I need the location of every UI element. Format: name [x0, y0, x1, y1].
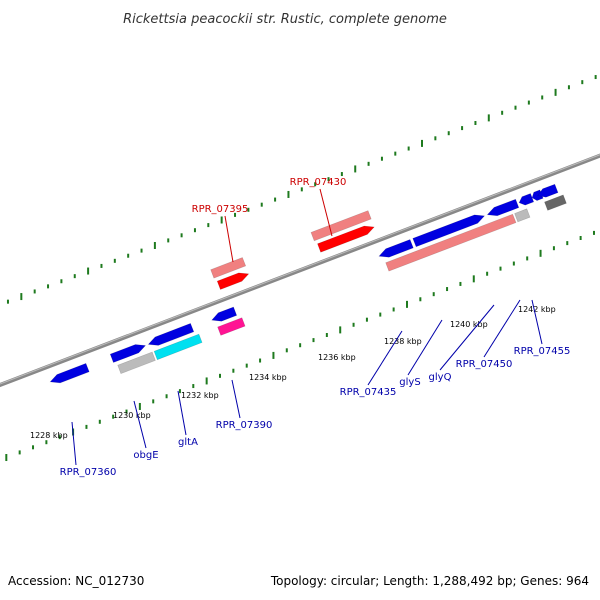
genome-backbone — [0, 153, 600, 388]
tick-label: 1238 kbp — [384, 337, 422, 346]
label-leader-line — [71, 421, 77, 466]
gene-labels: RPR_07395 RPR_07430 RPR_07360 obgE gltA RPR_0… — [60, 177, 571, 478]
label-leader-line — [224, 215, 234, 263]
gene-obge-box — [117, 351, 156, 374]
label-leader-line — [133, 400, 147, 449]
tick-label: 1232 kbp — [181, 391, 219, 400]
gene-glys-arrow — [412, 214, 486, 248]
gene-glys-glyq-box — [385, 213, 517, 272]
backbone-highlight — [0, 154, 600, 385]
gene-label: RPR_07395 — [192, 204, 249, 215]
tick-label: 1242 kbp — [518, 305, 556, 314]
gene-label: glyS — [399, 377, 420, 388]
scale-ticks: 1228 kbp 1230 kbp 1232 kbp 1234 kbp 1236 kbp… — [30, 305, 556, 440]
gene-rpr07455-arrow — [537, 183, 559, 198]
accession-text: Accession: NC_012730 — [8, 574, 144, 588]
gene-rpr07430-rrna-box — [310, 210, 372, 242]
backbone-line — [0, 153, 600, 388]
gene-label: RPR_07430 — [290, 177, 347, 188]
feature-track — [49, 183, 567, 384]
gene-label: RPR_07435 — [340, 387, 397, 398]
gene-label: RPR_07390 — [216, 420, 273, 431]
label-leader-line — [319, 188, 333, 237]
label-leader-line — [483, 299, 521, 358]
dotted-track-outer — [6, 75, 597, 304]
gene-rpr07450-arrow-a — [518, 193, 535, 206]
gene-rpr07395-cds-arrow — [216, 272, 250, 290]
gene-label: RPR_07450 — [456, 359, 513, 370]
tick-label: 1240 kbp — [450, 320, 488, 329]
genome-summary-text: Topology: circular; Length: 1,288,492 bp… — [270, 574, 589, 588]
label-leader-line — [439, 304, 495, 371]
gene-obge-arrow — [109, 344, 147, 363]
gene-rpr07360-arrow — [49, 363, 90, 384]
tick-label: 1234 kbp — [249, 373, 287, 382]
tick-label: 1236 kbp — [318, 353, 356, 362]
label-leader-line — [531, 299, 543, 345]
gene-rpr07395-rrna-box — [210, 257, 247, 279]
gene-glta-box — [153, 333, 203, 361]
gene-glta-arrow — [147, 323, 195, 346]
map-title: Rickettsia peacockii str. Rustic, comple… — [123, 12, 447, 27]
gene-rpr07390-arrow — [211, 306, 238, 322]
dotted-track-inner — [5, 230, 595, 462]
gene-rpr07390-box — [217, 317, 246, 336]
label-leader-line — [231, 379, 241, 419]
label-leader-line — [177, 390, 187, 436]
gene-label: glyQ — [429, 372, 452, 383]
gene-label: RPR_07360 — [60, 467, 117, 478]
gene-rpr07455-box — [544, 194, 567, 211]
dotted-tracks — [5, 75, 597, 462]
gene-label: obgE — [133, 450, 158, 461]
gene-glyq-box — [514, 208, 531, 223]
gene-rpr07430-cds-arrow — [317, 225, 375, 253]
tick-label: 1230 kbp — [113, 411, 151, 420]
label-leader-line — [407, 319, 443, 376]
gene-glyq-arrow — [486, 198, 520, 217]
gene-rpr07435-arrow — [378, 239, 414, 258]
tick-label: 1228 kbp — [30, 431, 68, 440]
gene-label: RPR_07455 — [514, 346, 571, 357]
gene-label: gltA — [178, 437, 198, 448]
label-leader-line — [367, 330, 403, 386]
